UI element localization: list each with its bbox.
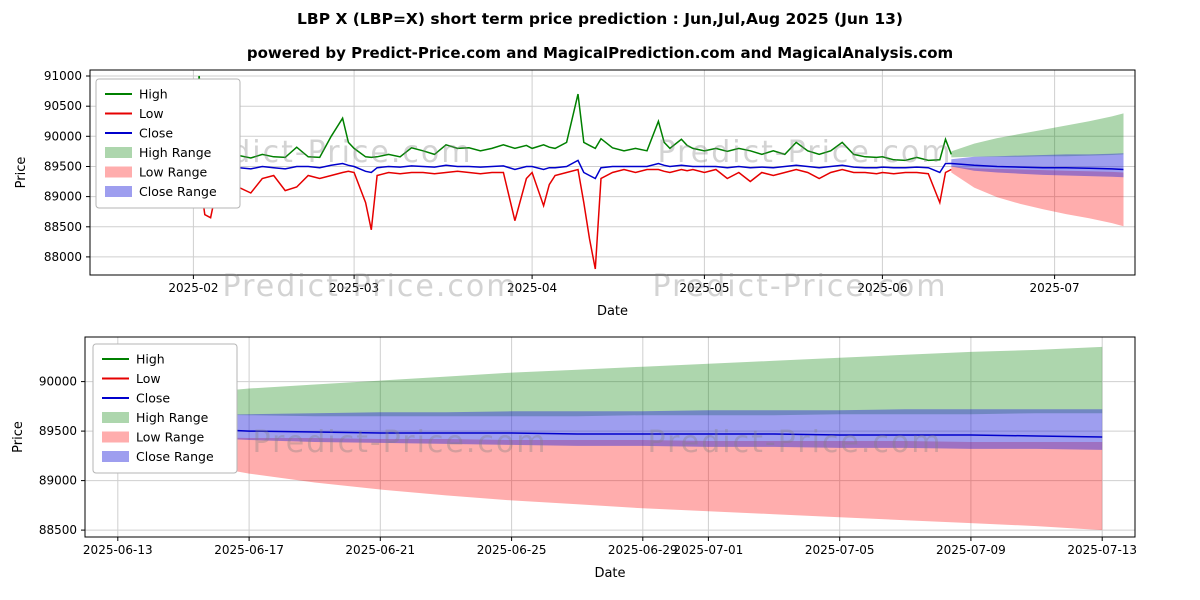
- band-low-range: [117, 436, 1103, 531]
- x-tick-label: 2025-04: [507, 281, 557, 295]
- legend-sample-close-range: [105, 186, 132, 197]
- series-high: [101, 75, 953, 162]
- x-axis-label: Date: [597, 304, 628, 319]
- legend-box: [95, 78, 241, 209]
- watermark: Predict-Price.com: [648, 425, 943, 460]
- x-tick-label: 2025-06-17: [214, 543, 284, 557]
- series-close: [117, 423, 1103, 438]
- x-tick-label: 2025-06-21: [345, 543, 415, 557]
- band-low-range: [951, 166, 1124, 227]
- x-tick-label: 2025-06-25: [477, 543, 547, 557]
- x-tick-label: 2025-06: [857, 281, 907, 295]
- legend-label: Close Range: [139, 184, 217, 199]
- y-tick-label: 88000: [44, 250, 82, 264]
- x-tick-label: 2025-07: [1030, 281, 1080, 295]
- x-tick-label: 2025-05: [679, 281, 729, 295]
- y-tick-label: 88500: [44, 220, 82, 234]
- legend-label: Low: [136, 371, 161, 386]
- y-tick-label: 90500: [44, 99, 82, 113]
- x-tick-label: 2025-07-01: [674, 543, 744, 557]
- legend: High Low Close High Range Low Range Close Ran…: [92, 343, 238, 474]
- y-axis-label: Price: [11, 421, 26, 453]
- y-tick-label: 88500: [39, 523, 77, 537]
- plot-frame: [84, 336, 1136, 538]
- x-tick-label: 2025-02: [168, 281, 218, 295]
- watermark: Predict-Price.com: [653, 269, 948, 304]
- x-tick-label: 2025-07-05: [805, 543, 875, 557]
- legend-label: Low: [139, 106, 164, 121]
- price-history-chart: 2025-02 2025-03 2025-04 2025-05 2025-06 2025-…: [14, 69, 1136, 319]
- legend-label: High Range: [136, 410, 209, 425]
- legend-label: High: [139, 87, 168, 102]
- band-high-range: [117, 346, 1103, 417]
- legend-sample-low-range: [102, 431, 129, 443]
- x-tick-label: 2025-03: [329, 281, 379, 295]
- figure-subtitle: powered by Predict-Price.com and Magical…: [246, 44, 954, 62]
- band-close-range: [117, 409, 1103, 450]
- legend-label: Close: [136, 391, 170, 406]
- x-tick-label: 2025-07-09: [936, 543, 1006, 557]
- band-close-range: [951, 153, 1124, 178]
- y-tick-label: 91000: [44, 69, 82, 83]
- legend-sample-high-range: [102, 412, 129, 423]
- watermark: Predict-Price.com: [658, 135, 953, 170]
- y-tick-label: 90000: [44, 129, 82, 143]
- band-high-range: [951, 113, 1124, 158]
- legend-label: Close Range: [136, 449, 214, 464]
- watermark: Predict-Price.com: [223, 269, 518, 304]
- legend-label: High Range: [139, 145, 212, 160]
- legend-label: Low Range: [139, 165, 208, 180]
- price-forecast-chart: 2025-06-13 2025-06-17 2025-06-21 2025-06-25…: [11, 336, 1137, 581]
- series-close: [101, 159, 1124, 180]
- legend: High Low Close High Range Low Range Close Ran…: [95, 78, 241, 209]
- legend-label: Low Range: [136, 430, 205, 445]
- watermark: Predict-Price.com: [253, 425, 548, 460]
- legend-label: High: [136, 352, 165, 367]
- x-tick-label: 2025-06-29: [608, 543, 678, 557]
- legend-label: Close: [139, 126, 173, 141]
- y-tick-label: 90000: [39, 375, 77, 389]
- x-tick-label: 2025-07-13: [1067, 543, 1137, 557]
- y-tick-label: 89000: [44, 190, 82, 204]
- y-tick-label: 89500: [44, 160, 82, 174]
- legend-box: [92, 343, 238, 474]
- figure-title: LBP X (LBP=X) short term price predictio…: [297, 10, 903, 28]
- x-axis-label: Date: [594, 566, 625, 581]
- plot-frame: [89, 69, 1136, 276]
- legend-sample-close-range: [102, 451, 129, 462]
- legend-sample-high-range: [105, 147, 132, 158]
- y-axis-label: Price: [14, 157, 29, 189]
- legend-sample-low-range: [105, 166, 132, 178]
- y-tick-label: 89500: [39, 424, 77, 438]
- x-tick-label: 2025-06-13: [83, 543, 153, 557]
- y-tick-label: 89000: [39, 474, 77, 488]
- series-low: [101, 168, 952, 270]
